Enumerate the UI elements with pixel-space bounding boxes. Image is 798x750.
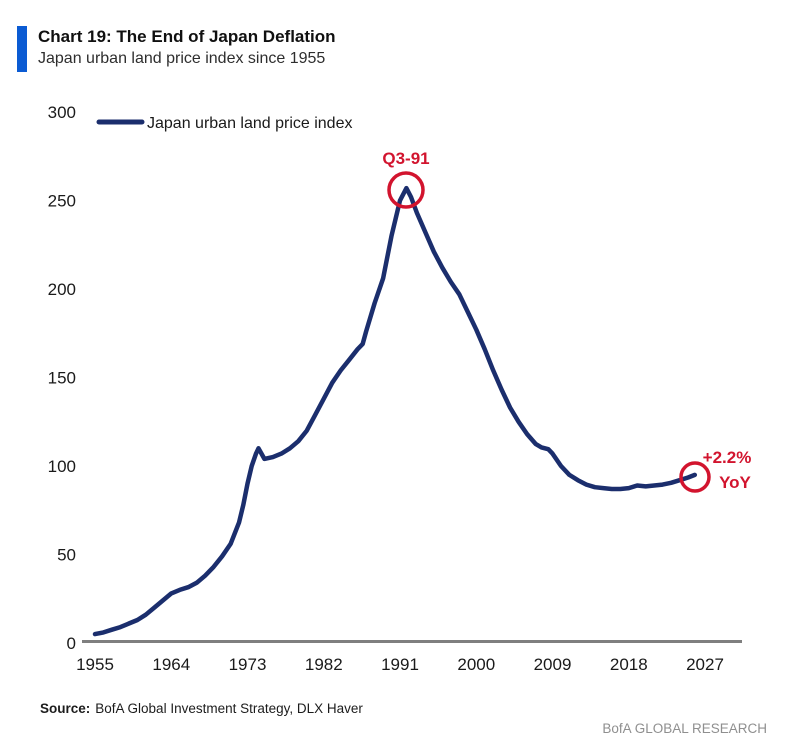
source-note: Source: BofA Global Investment Strategy, … bbox=[40, 701, 363, 716]
y-tick-label: 150 bbox=[48, 369, 76, 388]
x-axis-labels: 1955 1964 1973 1982 1991 2000 2009 2018 2027 bbox=[76, 655, 724, 674]
y-tick-label: 0 bbox=[67, 634, 76, 653]
y-tick-label: 200 bbox=[48, 280, 76, 299]
x-tick-label: 1964 bbox=[152, 655, 190, 674]
latest-annotation-value: +2.2% bbox=[703, 448, 752, 467]
title-accent-bar bbox=[17, 26, 27, 72]
x-tick-label: 1991 bbox=[381, 655, 419, 674]
x-tick-label: 2027 bbox=[686, 655, 724, 674]
y-tick-label: 50 bbox=[57, 546, 76, 565]
brand-watermark: BofA GLOBAL RESEARCH bbox=[602, 721, 767, 736]
y-tick-label: 100 bbox=[48, 457, 76, 476]
legend-label: Japan urban land price index bbox=[147, 115, 352, 132]
y-tick-label: 300 bbox=[48, 103, 76, 122]
latest-marker-circle bbox=[679, 461, 711, 493]
x-tick-label: 1955 bbox=[76, 655, 114, 674]
latest-annotation-unit: YoY bbox=[719, 473, 751, 492]
peak-marker-circle bbox=[387, 171, 425, 209]
chart-title: Chart 19: The End of Japan Deflation bbox=[38, 27, 336, 46]
y-tick-label: 250 bbox=[48, 192, 76, 211]
x-tick-label: 1973 bbox=[229, 655, 267, 674]
x-tick-label: 1982 bbox=[305, 655, 343, 674]
source-label: Source: bbox=[40, 701, 91, 716]
chart-subtitle: Japan urban land price index since 1955 bbox=[38, 50, 326, 67]
y-axis-labels: 0 50 100 150 200 250 300 bbox=[48, 103, 76, 653]
x-tick-label: 2009 bbox=[534, 655, 572, 674]
x-tick-label: 2000 bbox=[457, 655, 495, 674]
source-text: BofA Global Investment Strategy, DLX Hav… bbox=[95, 701, 363, 716]
x-tick-label: 2018 bbox=[610, 655, 648, 674]
price-index-line bbox=[92, 185, 698, 637]
peak-annotation-label: Q3-91 bbox=[382, 149, 429, 168]
